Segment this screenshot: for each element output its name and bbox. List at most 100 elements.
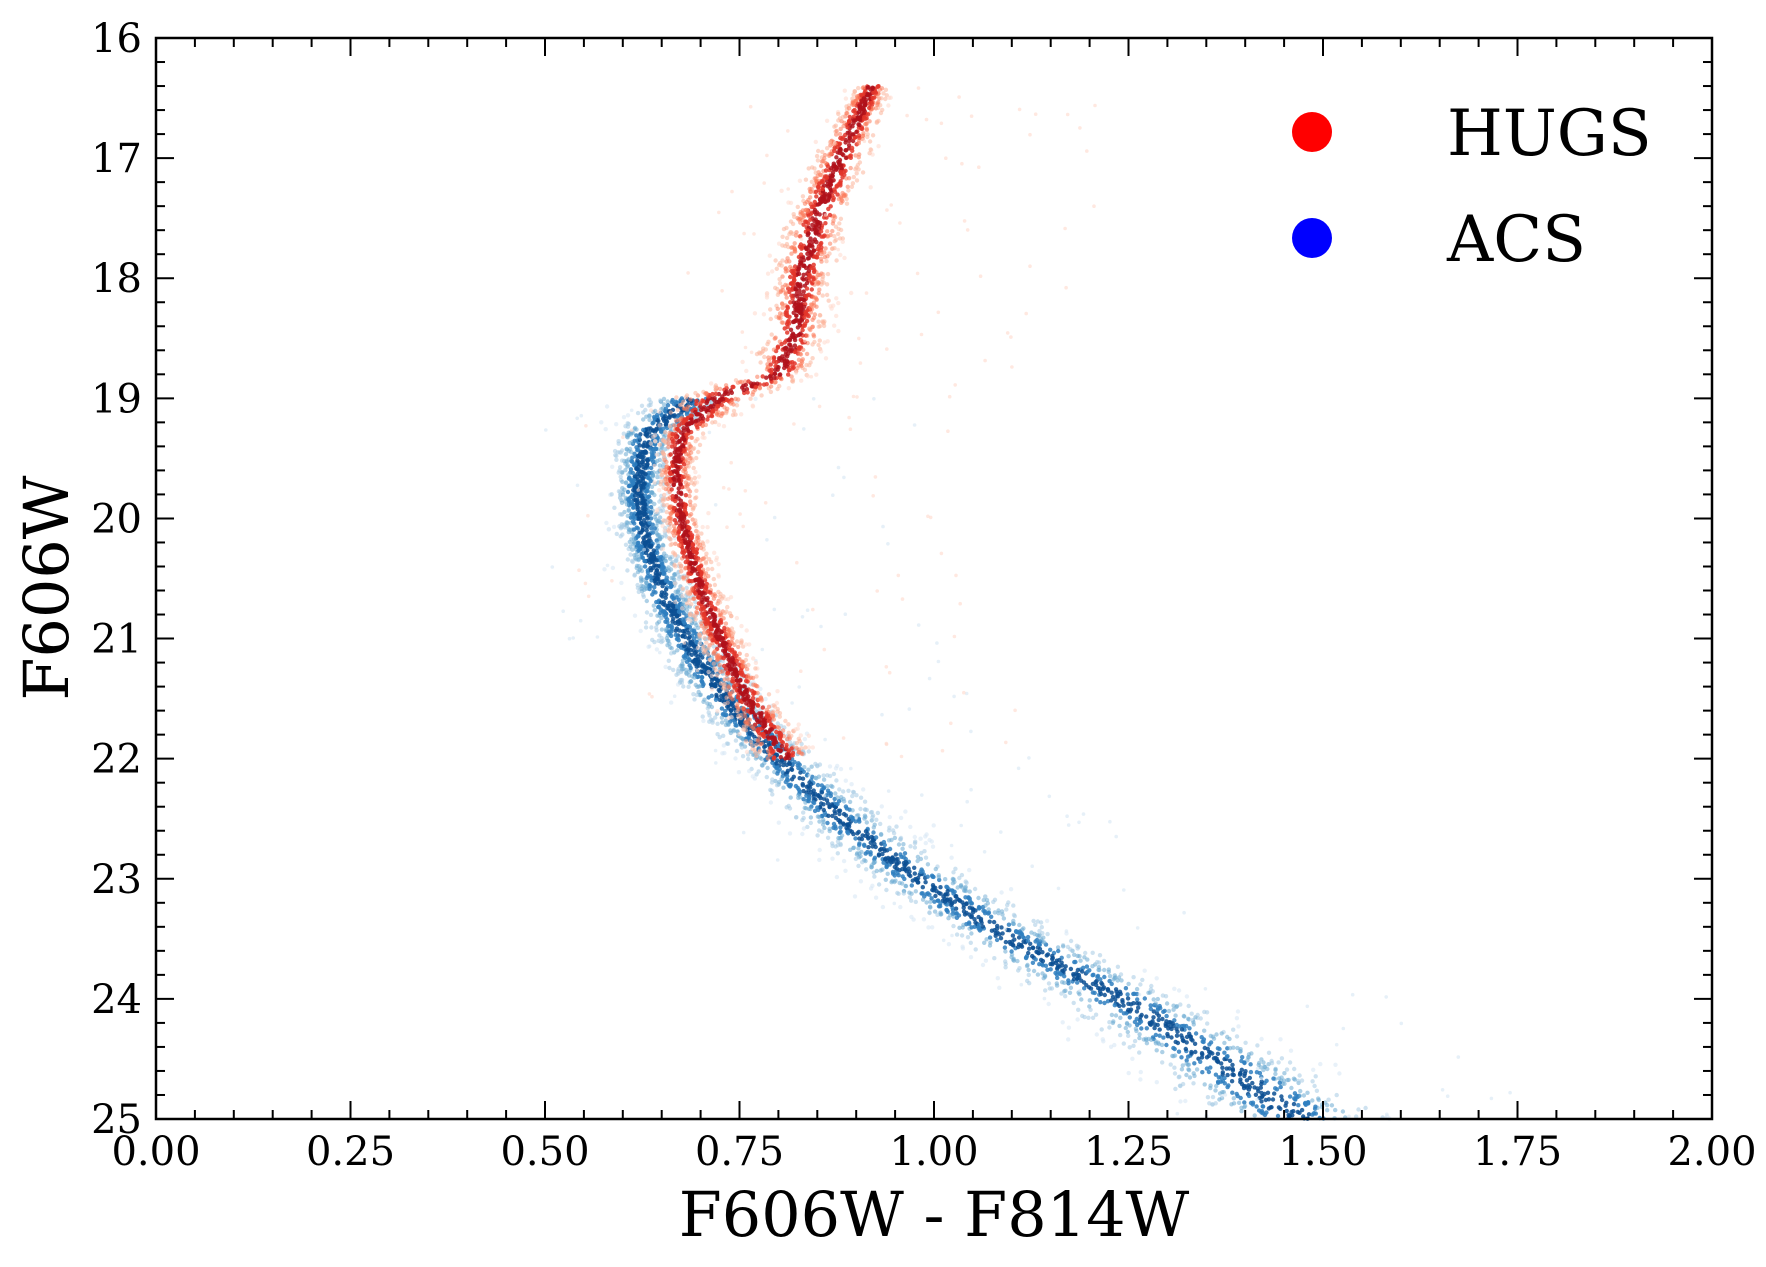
data-point-hugs [805, 333, 810, 338]
data-point-hugs [648, 441, 653, 446]
data-point-acs [647, 520, 652, 525]
data-point-acs [812, 808, 818, 814]
data-point-acs [983, 894, 988, 899]
data-point-acs [646, 403, 651, 408]
data-point-acs [1090, 1015, 1096, 1020]
data-point-acs [800, 776, 806, 781]
data-point-hugs [755, 738, 760, 744]
data-point-acs [978, 918, 984, 923]
data-point-acs [892, 835, 898, 841]
data-point-acs [944, 884, 949, 889]
data-point-acs [1164, 1013, 1169, 1019]
data-point-acs [1090, 973, 1095, 978]
data-point-acs [652, 515, 657, 520]
data-point-acs [762, 744, 767, 750]
data-point-acs [1035, 919, 1041, 924]
data-point-acs [1285, 1077, 1290, 1083]
data-point-acs [1227, 1058, 1233, 1064]
data-point-acs [1334, 1092, 1339, 1098]
data-point-acs [916, 623, 921, 627]
data-point-acs [851, 845, 856, 850]
data-point-acs [872, 841, 877, 847]
data-point-acs [880, 904, 886, 910]
data-point-acs [936, 874, 941, 880]
data-point-acs [1107, 974, 1113, 979]
data-point-acs [959, 933, 965, 938]
data-point-acs [839, 795, 844, 800]
data-point-acs [952, 694, 956, 699]
data-point-acs [1043, 988, 1048, 993]
data-point-acs [637, 567, 643, 572]
data-point-hugs [712, 582, 718, 588]
data-point-acs [915, 858, 920, 864]
data-point-acs [831, 493, 835, 498]
data-point-acs [901, 891, 906, 896]
data-point-acs [652, 608, 657, 613]
data-point-hugs [710, 420, 715, 425]
data-point-acs [933, 885, 938, 890]
data-point-acs [835, 795, 840, 800]
data-point-acs [800, 615, 805, 619]
data-point-acs [660, 564, 665, 569]
data-point-acs [670, 603, 675, 609]
data-point-acs [826, 790, 831, 796]
data-point-acs [1155, 1022, 1160, 1028]
data-point-acs [976, 895, 981, 901]
data-point-acs [825, 835, 831, 840]
data-point-hugs [696, 474, 702, 479]
data-point-acs [901, 842, 906, 847]
data-point-acs [705, 701, 710, 706]
data-point-acs [1184, 1058, 1189, 1063]
data-point-acs [644, 580, 649, 586]
data-point-acs [1347, 1114, 1351, 1119]
data-point-acs [938, 891, 943, 896]
data-point-acs [623, 542, 629, 547]
data-point-acs [831, 771, 837, 777]
data-point-acs [907, 707, 912, 711]
data-point-acs [858, 879, 864, 884]
data-point-hugs [705, 525, 710, 530]
data-point-acs [1127, 1009, 1133, 1014]
data-point-acs [872, 874, 877, 879]
data-point-acs [652, 585, 657, 590]
data-point-hugs [674, 395, 679, 400]
data-point-acs [673, 628, 678, 633]
data-point-acs [652, 639, 657, 645]
data-point-acs [999, 909, 1005, 914]
data-point-acs [822, 793, 827, 798]
data-point-acs [776, 820, 781, 825]
data-point-acs [909, 891, 914, 896]
data-point-acs [838, 825, 843, 830]
data-point-acs [648, 612, 654, 618]
data-point-acs [915, 854, 921, 860]
data-point-acs [1109, 998, 1114, 1003]
data-point-acs [1076, 1007, 1081, 1012]
data-point-acs [1259, 1057, 1264, 1062]
data-point-acs [1193, 1049, 1198, 1055]
data-point-acs [612, 505, 617, 510]
data-point-acs [772, 515, 777, 520]
data-point-acs [684, 607, 690, 613]
data-point-acs [1114, 989, 1119, 994]
data-point-acs [1234, 1034, 1240, 1039]
data-point-acs [544, 428, 548, 432]
data-point-acs [963, 884, 968, 890]
data-point-hugs [827, 241, 833, 246]
data-point-hugs [730, 412, 736, 418]
data-point-acs [1063, 994, 1068, 999]
data-point-acs [663, 558, 669, 564]
data-point-acs [1206, 1069, 1212, 1075]
data-point-acs [912, 871, 917, 876]
data-point-acs [951, 914, 956, 919]
data-point-acs [1276, 1060, 1281, 1065]
data-point-acs [886, 542, 890, 546]
data-point-acs [632, 553, 637, 558]
data-point-hugs [753, 742, 759, 748]
data-point-acs [1266, 1106, 1272, 1111]
data-point-acs [635, 582, 640, 588]
data-point-acs [1007, 928, 1012, 933]
data-point-acs [1093, 1012, 1099, 1017]
data-point-acs [571, 636, 575, 640]
data-point-acs [1240, 1055, 1245, 1060]
data-point-acs [715, 732, 720, 737]
